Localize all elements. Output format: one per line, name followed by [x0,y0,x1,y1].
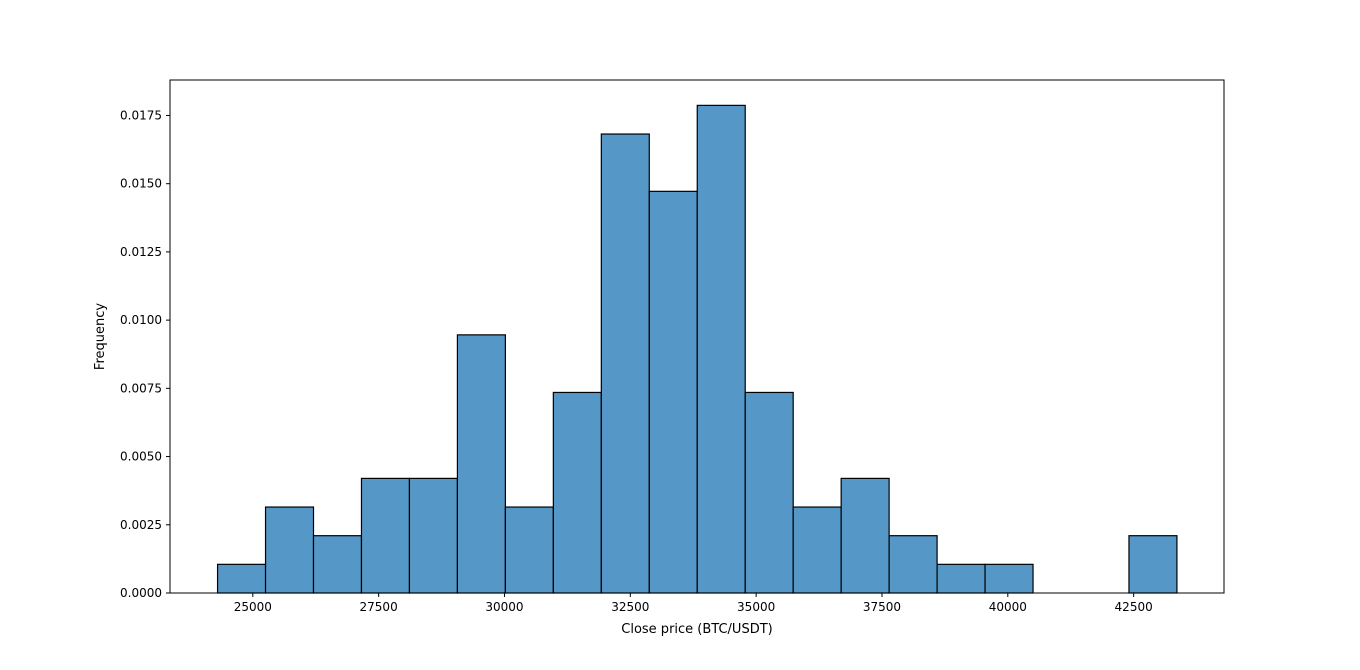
x-tick-label: 25000 [234,600,272,614]
histogram-bar [312,535,363,594]
histogram-bar [744,391,794,594]
x-tick-label: 42500 [1115,600,1153,614]
y-tick-label: 0.0075 [120,381,162,395]
histogram-bar [648,190,698,594]
histogram-bar [888,535,938,594]
histogram-bar [264,506,315,594]
x-tick-label: 35000 [737,600,775,614]
x-tick-label: 32500 [611,600,649,614]
x-tick-label: 37500 [863,600,901,614]
plot-frame [169,79,1225,594]
histogram-bar [456,334,506,594]
y-tick-label: 0.0000 [120,586,162,600]
histogram-bar [552,391,602,594]
x-tick-label: 40000 [989,600,1027,614]
y-tick-label: 0.0025 [120,518,162,532]
y-axis-label: Frequency [93,303,108,370]
histogram-bar [504,506,554,594]
y-tick-label: 0.0150 [120,177,162,191]
histogram-bar [696,104,746,594]
y-tick-label: 0.0050 [120,450,162,464]
y-tick-label: 0.0100 [120,313,162,327]
histogram-bar [936,563,986,594]
x-axis-label: Close price (BTC/USDT) [621,622,772,637]
histogram-bar [792,506,842,594]
x-tick-label: 27500 [360,600,398,614]
x-axis: 25000 27500 30000 32500 35000 37500 40000 42500 [234,593,1153,614]
y-tick-label: 0.0125 [120,245,162,259]
histogram-bar [408,477,459,594]
histogram-bar [360,477,411,594]
histogram-bar [216,563,267,594]
bars-group [216,104,1178,594]
y-tick-label: 0.0175 [120,108,162,122]
histogram-bar [840,477,890,594]
y-axis: 0.0000 0.0025 0.0050 0.0075 0.0100 0.0125 0.01… [120,108,170,600]
histogram-bar [600,133,650,594]
histogram-bar [984,563,1034,594]
histogram-bar [1128,535,1178,594]
x-tick-label: 30000 [485,600,523,614]
